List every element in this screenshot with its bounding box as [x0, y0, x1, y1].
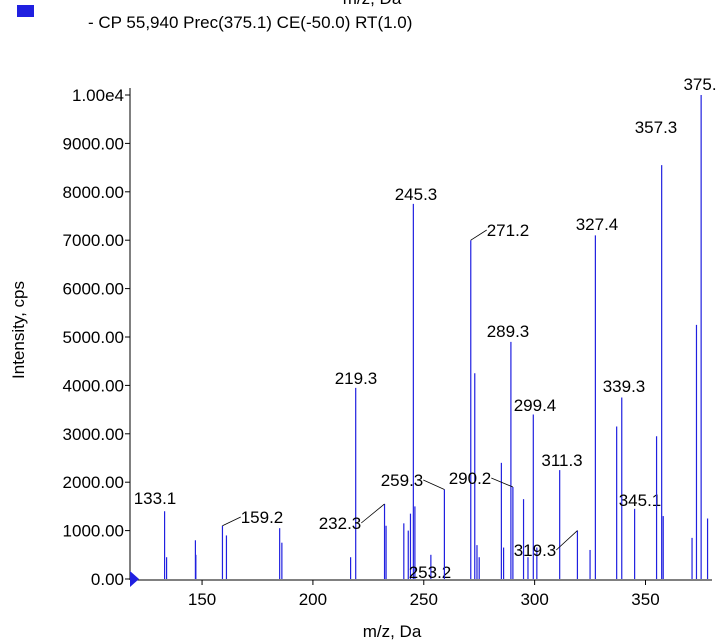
- peak-label: 357.3: [635, 118, 678, 137]
- peak-label: 339.3: [603, 377, 646, 396]
- leader-line: [222, 516, 241, 527]
- y-tick-label: 3000.00: [63, 425, 124, 444]
- peak-label: 311.3: [541, 451, 582, 470]
- x-axis-label: m/z, Da: [363, 622, 422, 641]
- x-tick-label: 300: [520, 590, 548, 609]
- peak-label: 345.1: [619, 491, 662, 510]
- peak-label: 375.: [683, 75, 716, 94]
- peak-label: 289.3: [487, 322, 530, 341]
- x-tick-label: 150: [188, 590, 216, 609]
- peak-label: 259.3: [381, 471, 424, 490]
- peak-label: 319.3: [514, 541, 557, 560]
- leader-line: [470, 229, 487, 241]
- y-tick-label: 2000.00: [63, 473, 124, 492]
- leader-line: [423, 479, 445, 490]
- peak-label: 159.2: [241, 508, 284, 527]
- x-tick-label: 250: [410, 590, 438, 609]
- peak-label: 133.1: [134, 489, 177, 508]
- y-axis-label: Intensity, cps: [9, 281, 28, 379]
- y-tick-label: 6000.00: [63, 280, 124, 299]
- leader-line: [491, 477, 514, 488]
- x-tick-label: 200: [299, 590, 327, 609]
- y-tick-label: 8000.00: [63, 183, 124, 202]
- top-axis-label: m/z, Da: [343, 0, 402, 8]
- origin-marker: [130, 571, 139, 587]
- y-tick-label: 7000.00: [63, 231, 124, 250]
- y-tick-label: 5000.00: [63, 328, 124, 347]
- y-tick-label: 9000.00: [63, 134, 124, 153]
- peak-label: 245.3: [395, 185, 438, 204]
- peak-label: 299.4: [514, 396, 557, 415]
- leader-line: [556, 530, 578, 551]
- peak-label: 253.2: [409, 563, 452, 582]
- legend-swatch: [17, 5, 34, 17]
- peak-label: 271.2: [487, 221, 530, 240]
- peak-label: 219.3: [335, 369, 378, 388]
- x-tick-label: 350: [631, 590, 659, 609]
- y-tick-label: 0.00: [91, 570, 124, 589]
- peak-label: 232.3: [319, 514, 362, 533]
- y-tick-label: 4000.00: [63, 376, 124, 395]
- y-tick-label: 1000.00: [63, 522, 124, 541]
- y-tick-label: 1.00e4: [72, 86, 124, 105]
- peak-label: 290.2: [449, 469, 492, 488]
- leader-line: [361, 503, 385, 524]
- peak-label: 327.4: [576, 215, 619, 234]
- legend-label: - CP 55,940 Prec(375.1) CE(-50.0) RT(1.0…: [88, 13, 412, 32]
